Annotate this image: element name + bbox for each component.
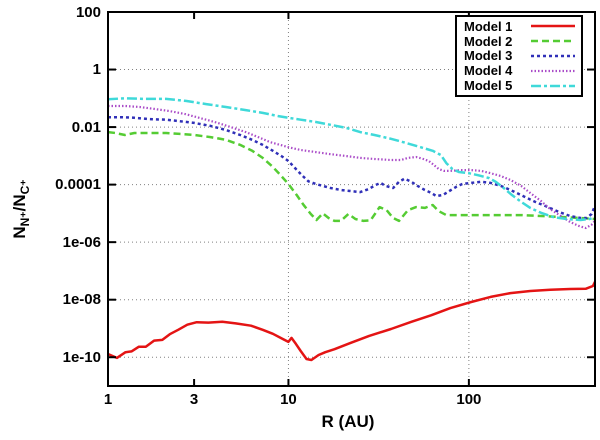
legend-line-sample <box>531 39 575 43</box>
y-axis-title: NN⁺/NC⁺ <box>10 99 32 319</box>
legend-line-sample <box>531 84 575 87</box>
legend-line-sample <box>531 25 575 28</box>
y-tick-label: 100 <box>75 3 101 21</box>
legend-label: Model 4 <box>464 63 513 79</box>
y-axis-title-sub: C⁺ <box>18 179 32 195</box>
legend-label: Model 3 <box>464 48 513 64</box>
y-tick-label: 1e-06 <box>62 233 101 251</box>
x-tick-label: 3 <box>189 391 199 408</box>
legend-row: Model 4 <box>464 63 576 79</box>
x-tick-label: 10 <box>280 391 297 408</box>
y-axis-title-part: /N <box>10 194 29 212</box>
y-tick-label: 1e-10 <box>62 348 101 366</box>
legend-line-sample <box>531 54 575 58</box>
legend-row: Model 2 <box>464 33 576 49</box>
legend-row: Model 5 <box>464 78 576 94</box>
y-tick-label: 0.01 <box>71 118 101 136</box>
x-tick-label: 100 <box>456 391 482 408</box>
y-tick-label: 0.0001 <box>55 176 101 194</box>
x-tick-label: 1 <box>103 391 113 408</box>
y-axis-title-sub: N⁺ <box>18 211 32 227</box>
legend-label: Model 1 <box>464 18 513 34</box>
legend-line-sample <box>531 69 575 72</box>
legend-box: Model 1 Model 2 Model 3 Model 4 Model 5 <box>455 15 583 97</box>
y-axis-title-part: N <box>10 226 29 239</box>
x-axis-title: R (AU) <box>321 412 375 431</box>
legend-row: Model 3 <box>464 48 576 64</box>
legend-label: Model 5 <box>464 78 513 94</box>
legend-row: Model 1 <box>464 18 576 34</box>
y-tick-label: 1e-08 <box>62 291 101 309</box>
legend-label: Model 2 <box>464 33 513 49</box>
y-tick-label: 1 <box>92 61 101 79</box>
